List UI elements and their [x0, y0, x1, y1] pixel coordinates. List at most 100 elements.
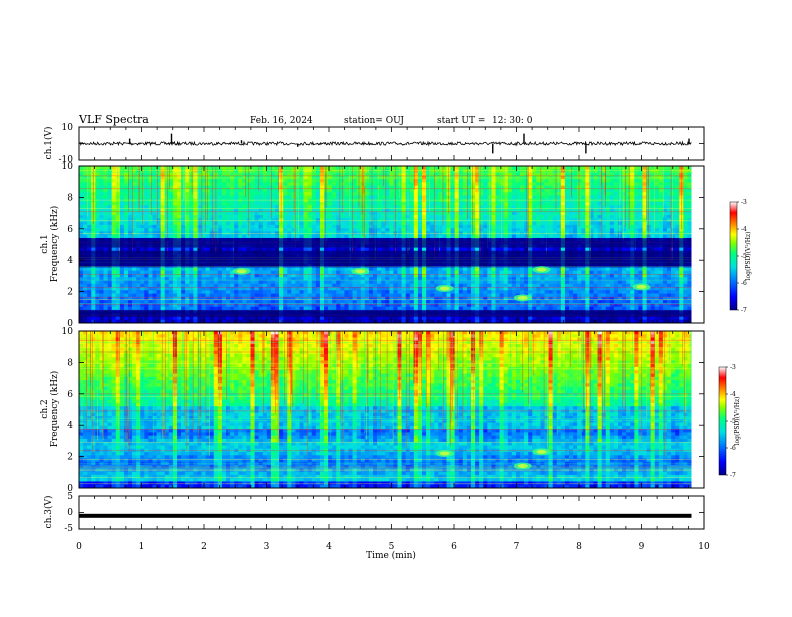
spectrogram-cell	[353, 228, 357, 232]
spectrogram-cell	[626, 169, 630, 173]
spectrogram-cell	[177, 209, 181, 213]
spectrogram-cell	[610, 195, 614, 199]
spectrogram-cell	[594, 222, 598, 226]
spectrogram-cell	[218, 176, 222, 180]
spectrogram-cell	[263, 222, 267, 226]
spectrogram-cell	[638, 267, 642, 271]
spectrogram-cell	[165, 195, 169, 199]
spectrogram-cell	[120, 218, 124, 222]
spectrogram-cell	[161, 182, 165, 186]
spectrogram-cell	[283, 212, 287, 216]
spectrogram-cell	[287, 199, 291, 203]
spectrogram-cell	[308, 218, 312, 222]
spectrogram-cell	[602, 199, 606, 203]
spectrogram-cell	[328, 179, 332, 183]
spectrogram-cell	[504, 169, 508, 173]
spectrogram-cell	[430, 192, 434, 196]
spectrogram-cell	[602, 231, 606, 235]
spectrogram-cell	[585, 192, 589, 196]
spectrogram-cell	[594, 199, 598, 203]
spectrogram-cell	[283, 199, 287, 203]
spectrogram-cell	[328, 182, 332, 186]
spectrogram-cell	[610, 222, 614, 226]
spectrogram-cell	[144, 271, 148, 275]
spectrogram-cell	[95, 218, 99, 222]
spectrogram-cell	[108, 228, 112, 232]
spectrogram-cell	[377, 199, 381, 203]
spectrogram-cell	[496, 222, 500, 226]
spectrogram-cell	[683, 192, 687, 196]
spectrogram-cell	[238, 202, 242, 206]
spectrogram-cell	[679, 169, 683, 173]
spectrogram-cell	[634, 225, 638, 229]
spectrogram-cell	[291, 199, 295, 203]
spectrogram-cell	[463, 212, 467, 216]
spectrogram-cell	[324, 271, 328, 275]
spectrogram-cell	[451, 228, 455, 232]
spectrogram-cell	[157, 195, 161, 199]
spectrogram-cell	[124, 215, 128, 219]
spectrogram-cell	[377, 267, 381, 271]
spectrogram-cell	[434, 228, 438, 232]
spectrogram-cell	[626, 231, 630, 235]
spectrogram-cell	[581, 202, 585, 206]
spectrogram-cell	[177, 212, 181, 216]
spectrogram-cell	[528, 169, 532, 173]
spectrogram-cell	[230, 231, 234, 235]
spectrogram-cell	[251, 228, 255, 232]
spectrogram-cell	[565, 179, 569, 183]
spectrogram-cell	[328, 225, 332, 229]
spectrogram-cell	[573, 176, 577, 180]
spectrogram-cell	[222, 192, 226, 196]
spectrogram-cell	[83, 212, 87, 216]
spectrogram-cell	[242, 189, 246, 193]
spectrogram-cell	[99, 271, 103, 275]
spectrogram-cell	[283, 176, 287, 180]
spectrogram-cell	[626, 176, 630, 180]
spectrogram-cell	[251, 202, 255, 206]
spectrogram-cell	[459, 222, 463, 226]
spectrogram-cell	[230, 202, 234, 206]
spectrogram-cell	[442, 231, 446, 235]
spectrogram-cell	[626, 192, 630, 196]
spectrogram-cell	[308, 212, 312, 216]
spectrogram-cell	[504, 215, 508, 219]
spectrogram-cell	[263, 209, 267, 213]
spectrogram-cell	[157, 225, 161, 229]
spectrogram-cell	[643, 212, 647, 216]
spectrogram-cell	[283, 179, 287, 183]
spectrogram-cell	[475, 192, 479, 196]
spectrogram-cell	[491, 222, 495, 226]
spectrogram-cell	[585, 215, 589, 219]
spectrogram-cell	[479, 169, 483, 173]
spectrogram-cell	[295, 267, 299, 271]
spectrogram-cell	[332, 195, 336, 199]
spectrogram-cell	[557, 267, 561, 271]
spectrogram-cell	[300, 235, 304, 239]
spectrogram-cell	[255, 209, 259, 213]
spectrogram-cell	[165, 189, 169, 193]
spectrogram-cell	[189, 271, 193, 275]
spectrogram-cell	[377, 228, 381, 232]
spectrogram-cell	[136, 228, 140, 232]
spectrogram-cell	[324, 231, 328, 235]
spectrogram-cell	[683, 231, 687, 235]
spectrogram-cell	[251, 182, 255, 186]
spectrogram-cell	[643, 209, 647, 213]
spectrogram-cell	[365, 222, 369, 226]
spectrogram-cell	[659, 182, 663, 186]
spectrogram-cell	[687, 228, 691, 232]
spectrogram-cell	[185, 189, 189, 193]
spectrogram-cell	[643, 182, 647, 186]
spectrogram-cell	[463, 195, 467, 199]
spectrogram-cell	[508, 218, 512, 222]
spectrogram-cell	[369, 222, 373, 226]
spectrogram-cell	[353, 195, 357, 199]
spectrogram-cell	[144, 195, 148, 199]
spectrogram-cell	[643, 235, 647, 239]
spectrogram-cell	[655, 228, 659, 232]
spectrogram-cell	[185, 199, 189, 203]
spectrogram-cell	[418, 199, 422, 203]
spectrogram-cell	[120, 189, 124, 193]
spectrogram-cell	[549, 228, 553, 232]
